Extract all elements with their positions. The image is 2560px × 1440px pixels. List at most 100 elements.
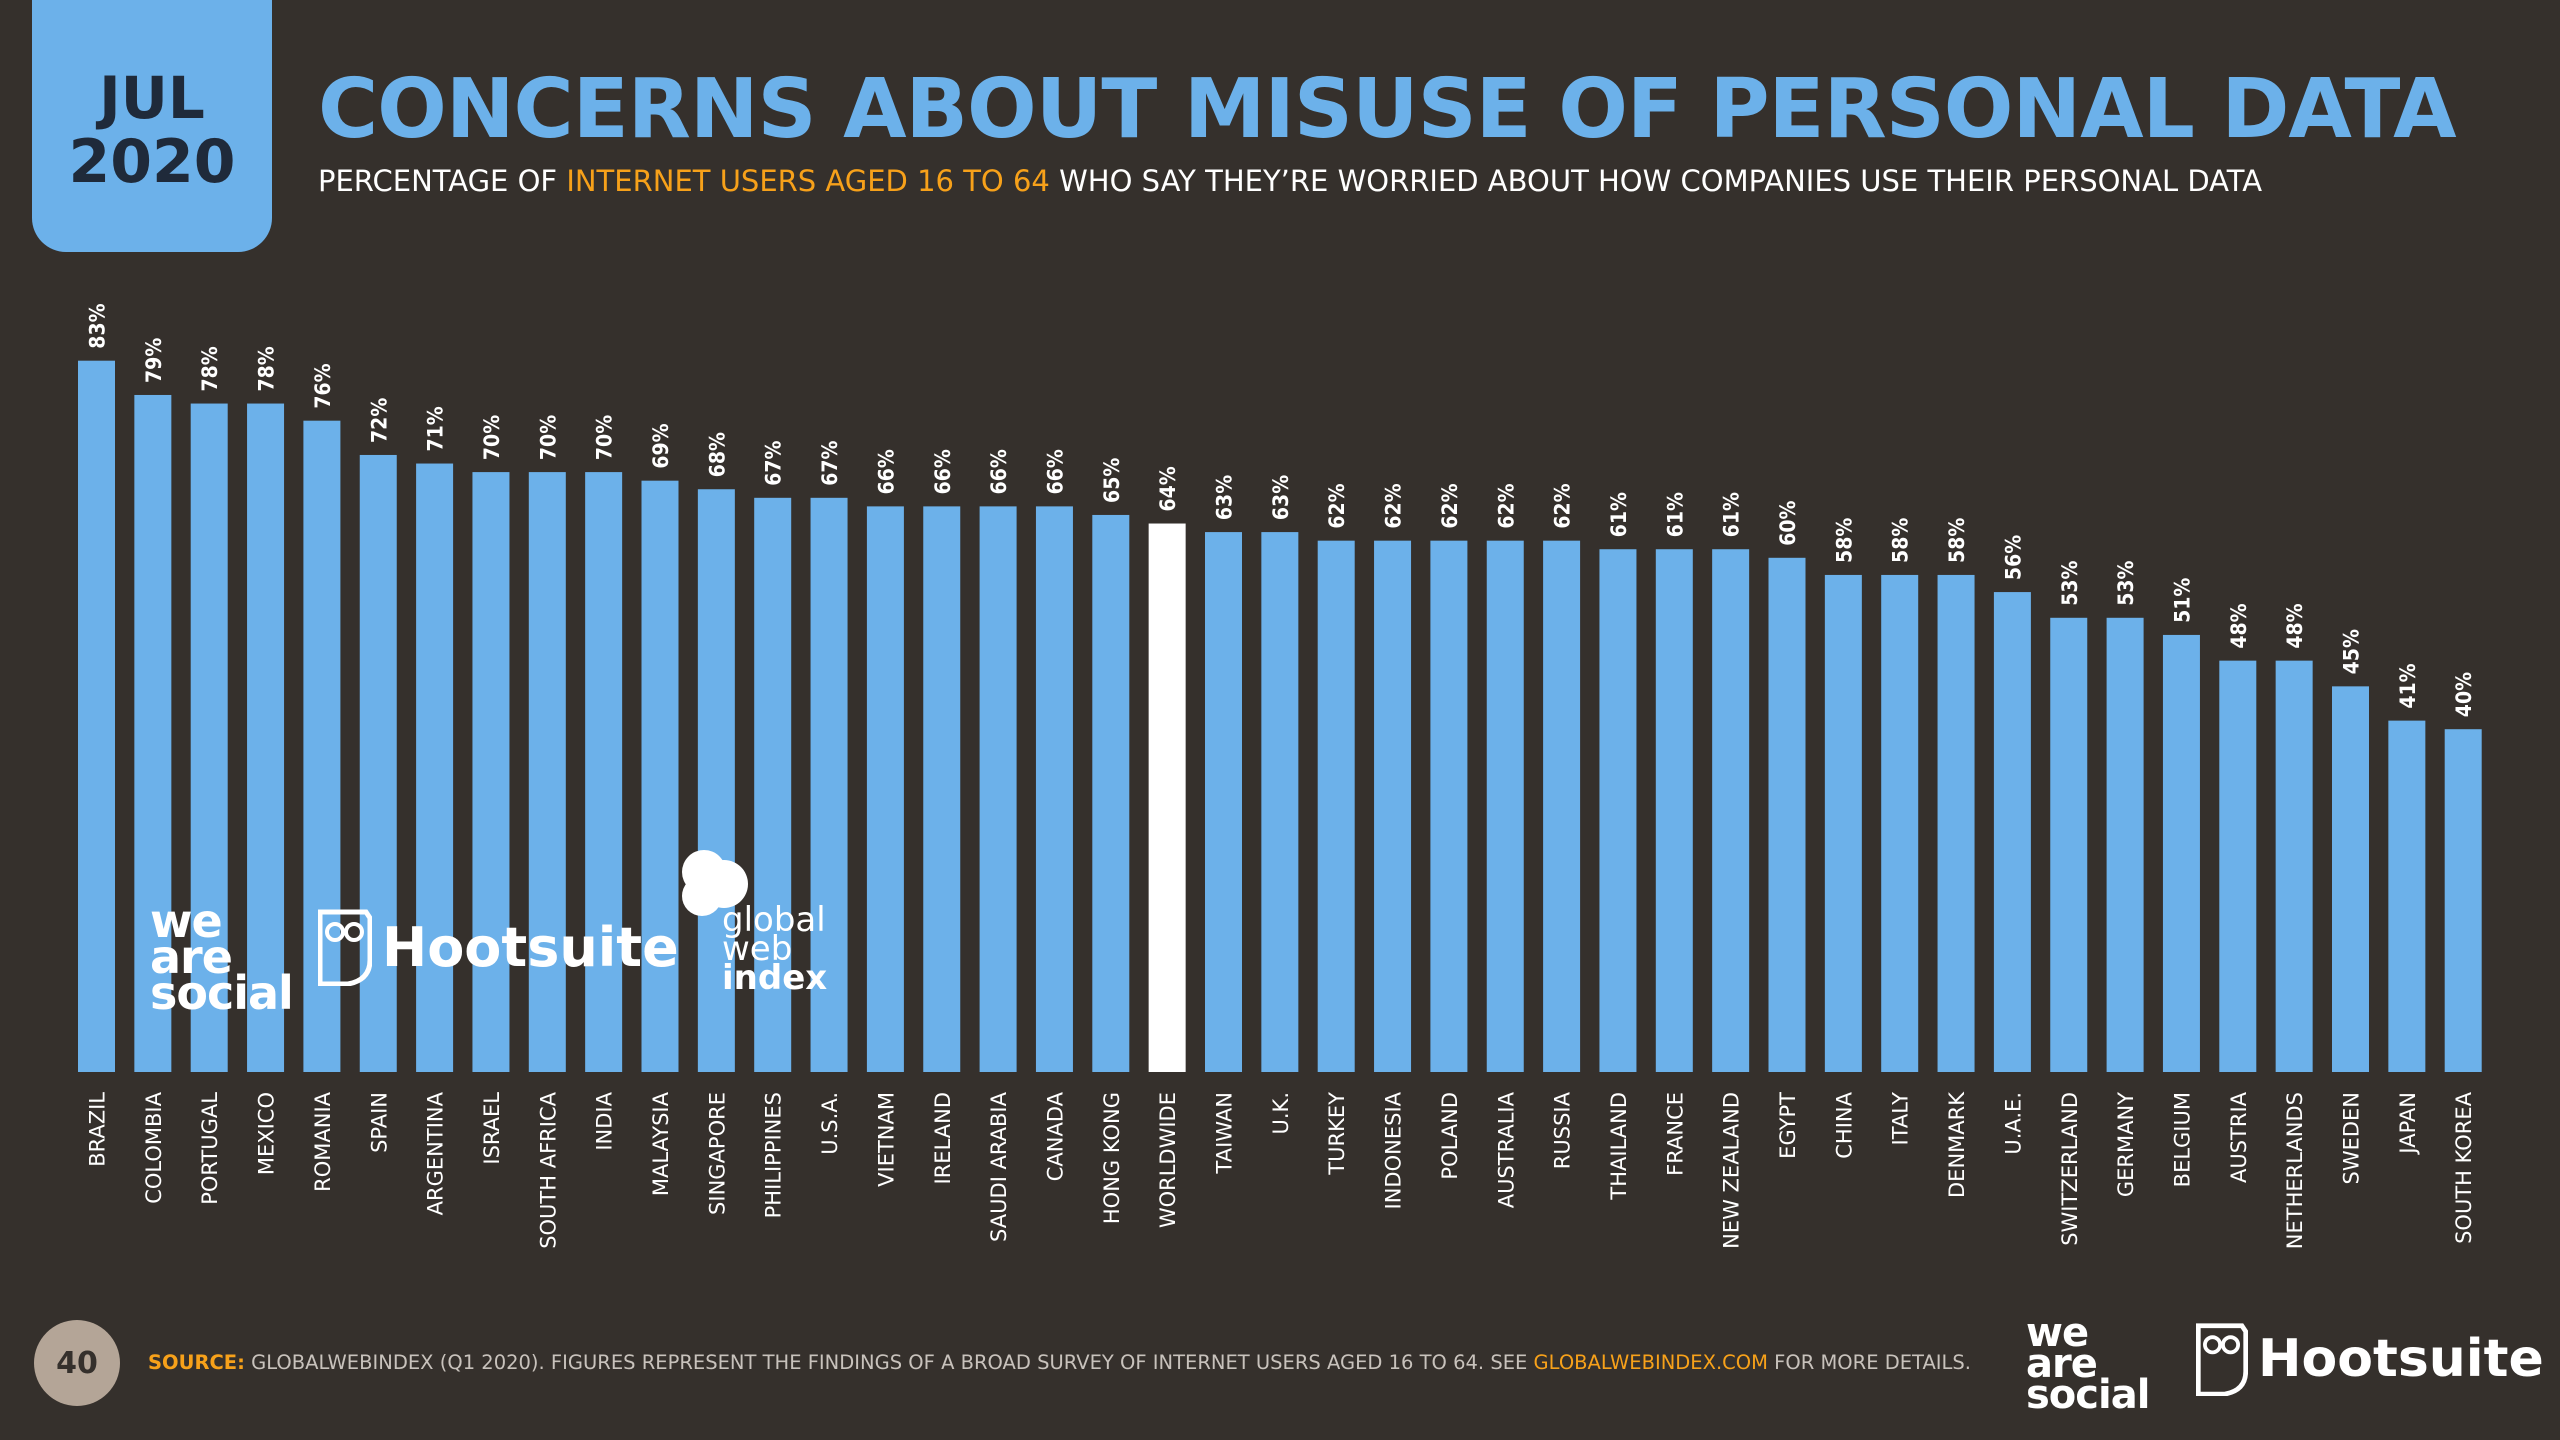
category-label-mexico: MEXICO	[255, 1092, 279, 1175]
category-label-canada: CANADA	[1043, 1091, 1067, 1181]
bar-germany	[2106, 617, 2144, 1072]
value-label-portugal: 78%	[198, 346, 222, 391]
value-label-u-s-a: 67%	[818, 441, 842, 486]
value-label-australia: 62%	[1494, 483, 1518, 528]
value-label-japan: 41%	[2396, 663, 2420, 708]
bar-u-k	[1261, 532, 1299, 1072]
value-labels-group: 83% 79% 78% 78% 76% 72% 71% 70% 70% 70% 69% 68% 67% 6…	[86, 303, 2477, 717]
hootsuite-watermark-text: Hootsuite	[382, 915, 679, 979]
category-label-spain: SPAIN	[367, 1092, 391, 1153]
bar-south-africa	[528, 472, 566, 1073]
bar-france	[1655, 549, 1693, 1072]
category-label-germany: GERMANY	[2114, 1092, 2138, 1197]
category-label-indonesia: INDONESIA	[1382, 1091, 1406, 1209]
bar-ireland	[923, 506, 961, 1072]
category-label-egypt: EGYPT	[1776, 1092, 1800, 1159]
category-label-colombia: COLOMBIA	[142, 1091, 166, 1203]
bar-vietnam	[866, 506, 904, 1072]
bar-poland	[1430, 540, 1468, 1072]
value-label-sweden: 45%	[2340, 629, 2364, 674]
category-label-austria: AUSTRIA	[2227, 1091, 2251, 1183]
source-label: SOURCE:	[148, 1351, 245, 1374]
bar-worldwide	[1148, 523, 1186, 1072]
value-label-worldwide: 64%	[1156, 466, 1180, 511]
value-label-taiwan: 63%	[1213, 475, 1237, 520]
bar-russia	[1543, 540, 1581, 1072]
value-label-turkey: 62%	[1325, 483, 1349, 528]
category-label-saudi-arabia: SAUDI ARABIA	[987, 1091, 1011, 1242]
hootsuite-watermark: Hootsuite	[318, 908, 679, 986]
brand-was-line-3: social	[2026, 1372, 2150, 1419]
bar-egypt	[1768, 557, 1806, 1072]
we-are-social-watermark: we are social	[150, 898, 294, 1016]
source-text: GLOBALWEBINDEX (Q1 2020). FIGURES REPRES…	[244, 1351, 1534, 1374]
category-label-sweden: SWEDEN	[2340, 1092, 2364, 1185]
category-label-belgium: BELGIUM	[2170, 1092, 2194, 1187]
category-label-portugal: PORTUGAL	[198, 1092, 222, 1205]
bar-austria	[2219, 660, 2257, 1072]
category-label-argentina: ARGENTINA	[424, 1091, 448, 1215]
brand-was-line-2: are	[2026, 1341, 2098, 1388]
category-label-singapore: SINGAPORE	[705, 1092, 729, 1215]
bar-argentina	[416, 463, 454, 1072]
category-label-japan: JAPAN	[2396, 1092, 2420, 1156]
category-label-france: FRANCE	[1663, 1092, 1687, 1176]
category-label-china: CHINA	[1832, 1091, 1856, 1158]
category-label-turkey: TURKEY	[1325, 1092, 1349, 1176]
value-label-hong-kong: 65%	[1100, 458, 1124, 503]
bar-saudi-arabia	[979, 506, 1017, 1072]
value-label-netherlands: 48%	[2283, 603, 2307, 648]
bar-canada	[1035, 506, 1073, 1072]
category-label-india: INDIA	[593, 1091, 617, 1150]
value-label-saudi-arabia: 66%	[987, 449, 1011, 494]
value-label-argentina: 71%	[424, 406, 448, 451]
bar-indonesia	[1374, 540, 1412, 1072]
bar-netherlands	[2275, 660, 2313, 1072]
bar-mexico	[247, 403, 285, 1072]
bar-south-korea	[2444, 729, 2482, 1072]
value-label-thailand: 61%	[1607, 492, 1631, 537]
bar-colombia	[134, 394, 172, 1073]
gwi-line-1: global	[722, 900, 826, 940]
bar-japan	[2388, 720, 2426, 1072]
bar-thailand	[1599, 549, 1637, 1072]
value-label-canada: 66%	[1043, 449, 1067, 494]
value-label-new-zealand: 61%	[1720, 492, 1744, 537]
category-label-taiwan: TAIWAN	[1213, 1092, 1237, 1174]
value-label-philippines: 67%	[762, 441, 786, 486]
gwi-line-2: web	[722, 929, 793, 970]
bar-portugal	[190, 403, 228, 1072]
brand-was-line-1: we	[2026, 1310, 2089, 1356]
bar-switzerland	[2050, 617, 2088, 1072]
value-label-switzerland: 53%	[2058, 560, 2082, 605]
value-label-singapore: 68%	[705, 432, 729, 477]
value-label-austria: 48%	[2227, 603, 2251, 648]
bar-hong-kong	[1092, 514, 1130, 1072]
value-label-south-africa: 70%	[536, 415, 560, 460]
bar-brazil	[78, 360, 115, 1072]
bar-denmark	[1937, 574, 1975, 1072]
value-label-south-korea: 40%	[2452, 672, 2476, 717]
category-labels-group: BRAZIL COLOMBIA PORTUGAL MEXICO ROMANIA SPAIN…	[86, 1091, 2477, 1249]
bar-u-s-a	[810, 497, 848, 1072]
value-label-brazil: 83%	[86, 303, 110, 348]
category-label-u-s-a: U.S.A.	[818, 1092, 842, 1155]
bar-belgium	[2162, 634, 2200, 1072]
value-label-france: 61%	[1663, 492, 1687, 537]
source-link[interactable]: GLOBALWEBINDEX.COM	[1533, 1351, 1768, 1374]
page-subtitle: PERCENTAGE OF INTERNET USERS AGED 16 TO …	[318, 164, 2262, 198]
page-number: 40	[34, 1320, 120, 1406]
globalwebindex-icon	[682, 850, 748, 916]
bars-group	[78, 360, 2482, 1073]
value-label-belgium: 51%	[2170, 578, 2194, 623]
value-label-u-k: 63%	[1269, 475, 1293, 520]
subtitle-post: WHO SAY THEY’RE WORRIED ABOUT HOW COMPAN…	[1049, 164, 2263, 198]
bar-taiwan	[1205, 532, 1242, 1072]
category-label-philippines: PHILIPPINES	[762, 1092, 786, 1218]
value-label-poland: 62%	[1438, 483, 1462, 528]
category-label-new-zealand: NEW ZEALAND	[1720, 1092, 1744, 1249]
value-label-spain: 72%	[367, 398, 391, 443]
gwi-line-3: index	[722, 958, 828, 999]
category-label-vietnam: VIETNAM	[874, 1092, 898, 1187]
owl-logo-icon	[2196, 1323, 2248, 1396]
